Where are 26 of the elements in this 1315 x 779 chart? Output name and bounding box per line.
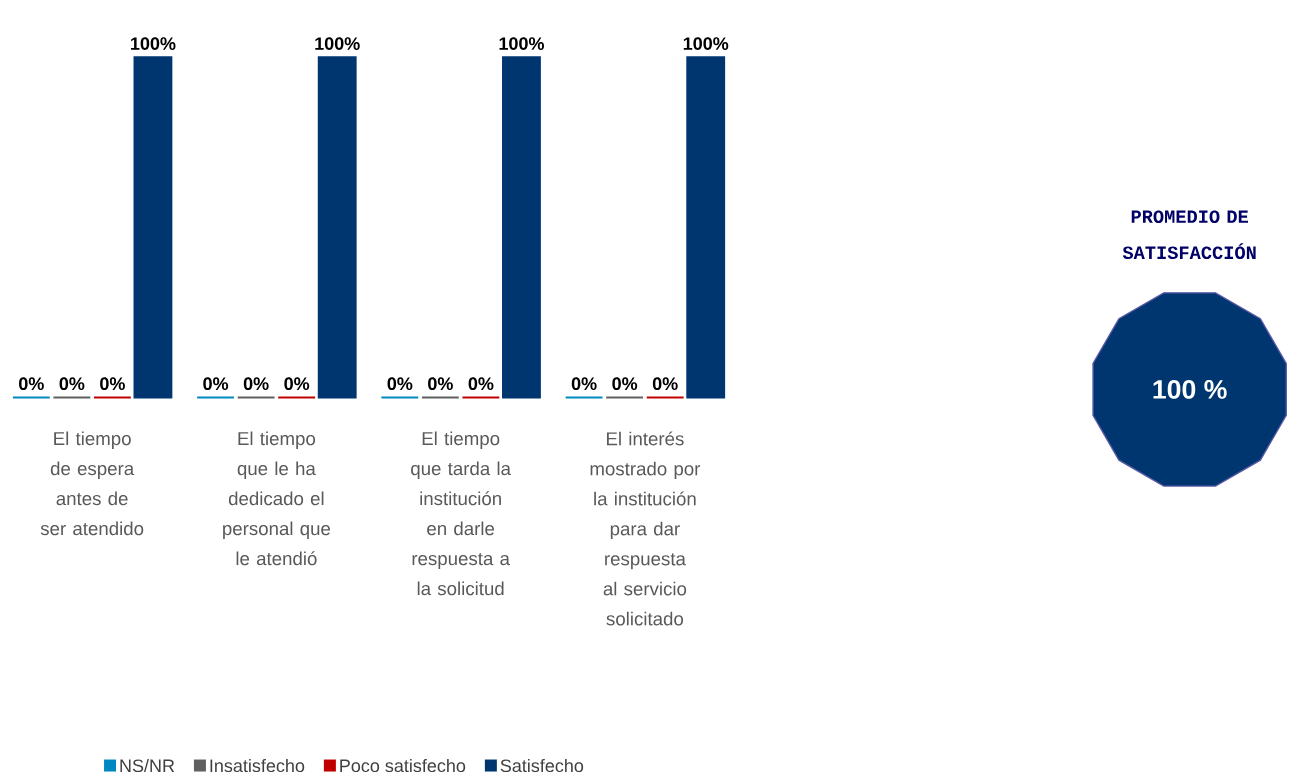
data-label: 0% [100, 377, 125, 391]
x-tick-label: El interés mostrado por la institución para dar respuesta al servicio solicitado [590, 431, 701, 626]
data-label: 0% [612, 377, 638, 391]
data-label: 0% [284, 377, 310, 391]
data-label: 0% [468, 377, 494, 391]
data-label: 100% [315, 37, 360, 51]
data-label: 0% [652, 377, 678, 391]
x-tick-label: El tiempo que le ha dedicado el personal que le atendió [223, 431, 331, 566]
legend-label: Satisfecho [500, 758, 584, 773]
legend-label: NS/NR [120, 758, 175, 773]
data-label: 0% [59, 377, 85, 391]
legend-label: Poco satisfecho [340, 758, 466, 773]
text: PROMEDIO DE SATISFACCIÓN [1122, 210, 1256, 260]
x-tick-label: El tiempo de espera antes de ser atendido [40, 431, 144, 536]
data-label: 0% [203, 377, 229, 391]
legend-label: Insatisfecho [210, 758, 305, 773]
data-label: 100% [499, 37, 544, 51]
x-tick-label: El tiempo que tarda la institución en darle respuesta a la solicitud [411, 431, 511, 596]
text: 100 % [1153, 380, 1227, 399]
data-label: 0% [387, 377, 413, 391]
data-label: 0% [571, 377, 597, 391]
data-label: 100% [131, 37, 176, 51]
data-label: 0% [243, 377, 269, 391]
data-label: 100% [683, 37, 729, 51]
data-label: 0% [428, 377, 453, 391]
data-label: 0% [19, 377, 44, 391]
